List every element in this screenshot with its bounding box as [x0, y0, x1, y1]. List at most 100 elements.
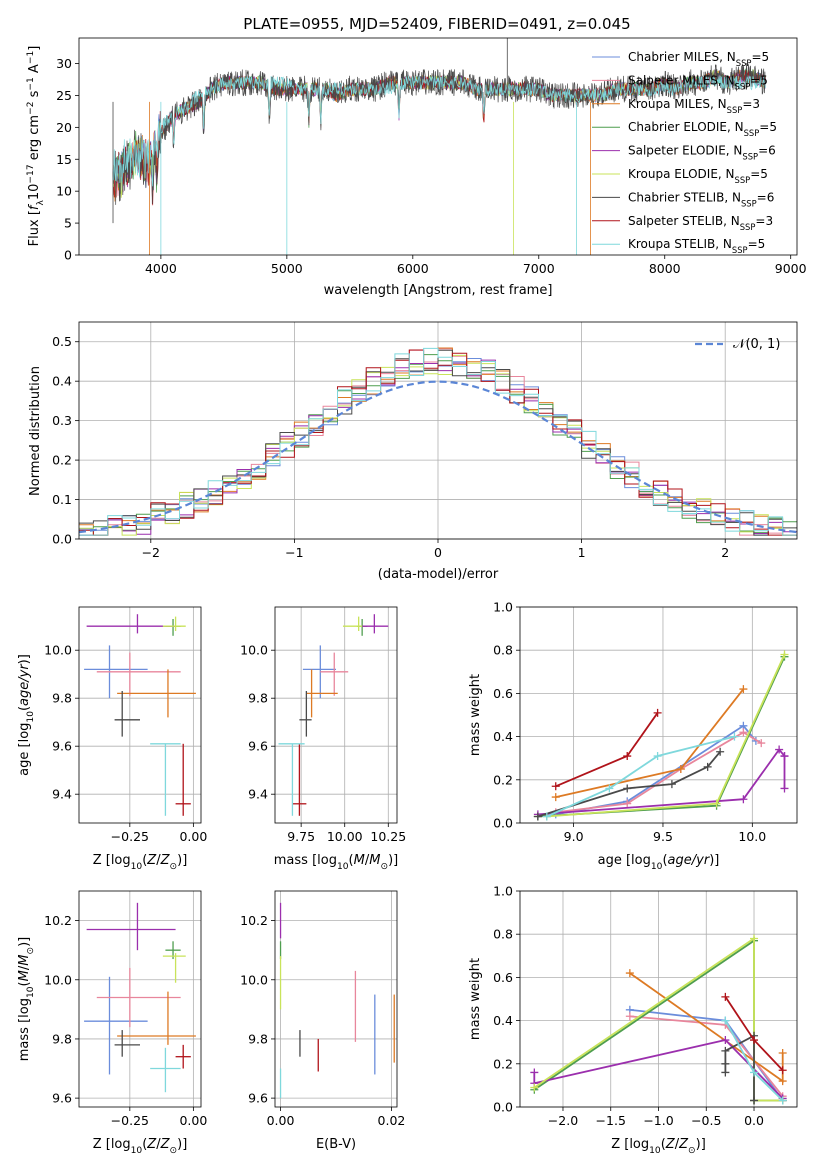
x-tick-label: 0.02: [378, 1113, 406, 1128]
y-axis-label: Flux [fλ10−17 erg cm−2 s−1 A−1]: [26, 46, 46, 247]
legend-label: Salpeter ELODIE, NSSP=6: [628, 144, 776, 162]
x-axis-label: mass [log10(M/M⊙)]: [274, 853, 398, 872]
weight-marker: [605, 784, 614, 793]
plot-area: [278, 614, 389, 816]
error-point: [362, 614, 389, 634]
x-axis-label: wavelength [Angstrom, rest frame]: [324, 283, 553, 298]
y-tick-label: 0.2: [52, 453, 72, 468]
plot-area: [112, 38, 766, 255]
y-tick-label: 1.0: [493, 884, 513, 899]
x-tick-label: 6000: [397, 261, 429, 276]
error-point: [278, 743, 305, 816]
weight-marker: [551, 793, 560, 802]
error-point: [175, 1044, 191, 1069]
x-tick-label: 0.00: [179, 1113, 207, 1128]
legend-label: Salpeter MILES, NSSP=5: [628, 73, 768, 91]
weight-marker: [778, 1096, 787, 1105]
y-tick-label: 25: [56, 88, 72, 103]
weight-marker: [625, 1012, 634, 1021]
error-point: [117, 991, 196, 1045]
x-tick-label: 5000: [271, 261, 303, 276]
y-tick-label: 10.2: [240, 913, 268, 928]
x-tick-label: 4000: [145, 261, 177, 276]
y-tick-label: 9.6: [248, 739, 268, 754]
weight-series-line: [533, 936, 783, 1102]
legend-label: Chabrier ELODIE, NSSP=5: [628, 120, 777, 138]
spectrum-series-line: [112, 74, 766, 187]
weight-marker: [757, 739, 766, 748]
y-tick-label: 0.4: [493, 1013, 513, 1028]
weight-marker: [780, 650, 789, 659]
axes-frame: [519, 890, 798, 1108]
normal-reference-curve: [79, 380, 797, 534]
error-point: [292, 743, 307, 816]
error-point: [86, 614, 176, 634]
weight-marker: [623, 799, 632, 808]
weight-marker: [750, 934, 759, 943]
weight-marker: [721, 1016, 730, 1025]
legend-label: Salpeter STELIB, NSSP=3: [628, 214, 773, 232]
x-axis-label: Z [log10(Z/Z⊙)]: [93, 853, 188, 872]
legend-label: Chabrier MILES, NSSP=5: [628, 50, 769, 68]
y-axis-label: Normed distribution: [28, 366, 43, 496]
y-tick-label: 20: [56, 120, 72, 135]
spectrum-axes: 4000 5000 6000 7000 8000 9000 0 5 10 15 20 25 30 Chab…: [26, 37, 807, 298]
plot-area: [79, 347, 797, 536]
x-tick-label: −0.5: [691, 1113, 721, 1128]
x-tick-label: 7000: [523, 261, 555, 276]
error-point: [96, 967, 181, 1028]
y-tick-label: 10.0: [44, 643, 72, 658]
x-tick-label: −0.25: [111, 1113, 149, 1128]
weight-marker: [676, 765, 685, 773]
x-tick-label: 10.0: [738, 829, 766, 844]
x-axis-label: Z [log10(Z/Z⊙)]: [93, 1137, 188, 1156]
weight-marker: [739, 685, 748, 694]
error-point: [342, 616, 363, 631]
axes-frame: [274, 890, 398, 1108]
x-tick-label: 9.5: [653, 829, 673, 844]
y-tick-label: 0: [64, 248, 72, 263]
weight-marker: [750, 1036, 759, 1045]
error-point: [84, 976, 148, 1075]
weight-marker: [530, 1068, 539, 1077]
y-tick-label: 0.8: [493, 927, 513, 942]
y-axis-label: mass [log10(M/M⊙)]: [17, 937, 36, 1061]
x-tick-label: −2.0: [548, 1113, 578, 1128]
legend-label: 𝒩(0, 1): [733, 337, 780, 352]
weight-series-line: [537, 748, 786, 816]
weight-marker: [721, 1036, 730, 1045]
error-point: [306, 669, 338, 718]
y-tick-label: 10.2: [44, 913, 72, 928]
weight-marker: [653, 708, 662, 717]
weight-marker: [623, 784, 632, 793]
weight-marker: [778, 1049, 787, 1057]
y-tick-label: 0.5: [52, 334, 72, 349]
y-tick-label: 10: [56, 184, 72, 199]
error-point: [299, 691, 312, 737]
mass-z-axes: −0.25 0.00 9.6 9.8 10.0 10.2 Z [log10(Z/Z⊙)] ma…: [17, 890, 207, 1156]
weight-marker: [716, 747, 725, 756]
y-tick-label: 0.8: [493, 643, 513, 658]
histogram-step-line: [79, 349, 797, 536]
x-tick-label: 8000: [649, 261, 681, 276]
x-tick-label: 9.0: [564, 829, 584, 844]
weight-marker: [739, 795, 748, 804]
x-tick-label: −0.25: [111, 829, 149, 844]
axes-frame: [78, 37, 798, 256]
y-axis-label: mass weight: [468, 674, 483, 756]
y-tick-label: 30: [56, 56, 72, 71]
weight-marker: [667, 780, 676, 789]
x-tick-label: 1: [578, 545, 586, 560]
y-tick-label: 10.0: [240, 972, 268, 987]
error-point: [162, 616, 186, 631]
legend-label: Kroupa MILES, NSSP=3: [628, 97, 760, 115]
x-tick-label: −1: [285, 545, 303, 560]
axes-frame: [78, 606, 202, 824]
plot-area: [533, 650, 789, 821]
y-tick-label: 0.2: [493, 772, 513, 787]
weight-marker: [721, 992, 730, 1001]
legend-label: Kroupa ELODIE, NSSP=5: [628, 167, 768, 185]
